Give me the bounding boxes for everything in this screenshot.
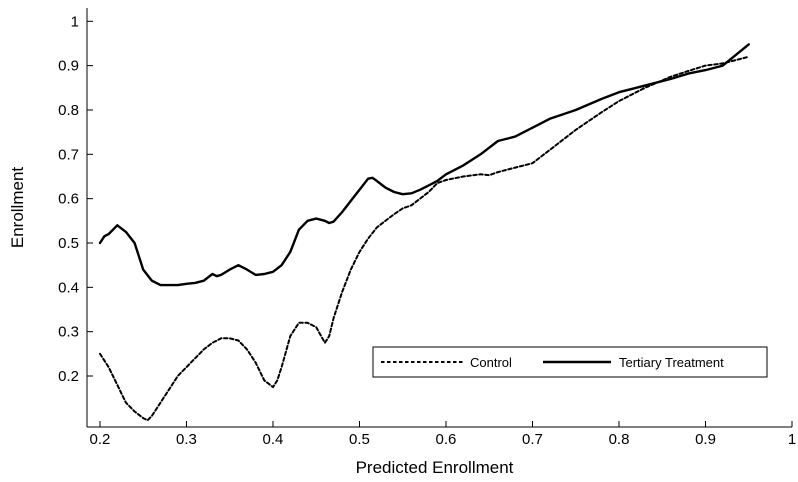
y-tick-label: 0.4 <box>58 279 79 296</box>
series-tertiary-treatment-line <box>98 43 750 287</box>
x-tick-label: 0.3 <box>176 431 197 448</box>
x-tick-label: 0.5 <box>349 431 370 448</box>
y-tick-label: 0.2 <box>58 368 79 385</box>
legend-label-control: Control <box>470 355 512 370</box>
series-control-line <box>99 55 750 422</box>
x-tick-label: 0.7 <box>522 431 543 448</box>
x-tick-label: 1 <box>788 431 796 448</box>
x-axis-title: Predicted Enrollment <box>356 458 514 477</box>
x-tick-label: 0.2 <box>90 431 111 448</box>
y-tick-label: 0.6 <box>58 191 79 208</box>
y-tick-label: 1 <box>71 13 79 30</box>
x-tick-label: 0.4 <box>263 431 284 448</box>
y-tick-label: 0.7 <box>58 146 79 163</box>
y-tick-label: 0.8 <box>58 102 79 119</box>
y-axis-title: Enrollment <box>8 167 27 249</box>
y-tick-label: 0.9 <box>58 58 79 75</box>
x-tick-label: 0.8 <box>609 431 630 448</box>
x-tick-label: 0.9 <box>695 431 716 448</box>
y-tick-label: 0.5 <box>58 235 79 252</box>
y-tick-label: 0.3 <box>58 324 79 341</box>
legend-label-tertiary-treatment: Tertiary Treatment <box>619 355 724 370</box>
x-tick-label: 0.6 <box>436 431 457 448</box>
